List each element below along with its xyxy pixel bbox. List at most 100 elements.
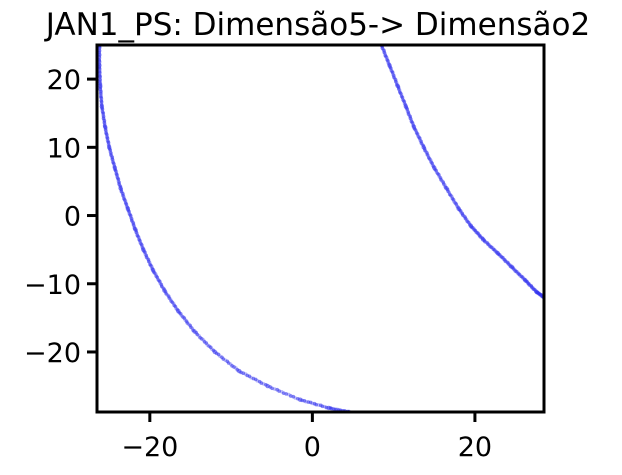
scatter-point <box>97 59 102 63</box>
scatter-point <box>334 407 338 412</box>
scatter-point <box>115 173 119 177</box>
scatter-point <box>170 300 175 305</box>
scatter-point <box>167 296 172 300</box>
scatter-point <box>441 182 446 186</box>
scatter-point <box>98 70 102 75</box>
scatter-point <box>204 341 209 345</box>
scatter-point <box>131 223 136 227</box>
scatter-point <box>314 402 318 407</box>
y-tick-label: 0 <box>64 202 81 233</box>
chart-title: JAN1_PS: Dimensão5-> Dimensão2 <box>44 7 590 43</box>
scatter-point <box>152 271 157 275</box>
scatter-point <box>463 216 468 221</box>
scatter-point <box>232 365 236 369</box>
scatter-point <box>122 198 127 202</box>
scatter-point <box>394 79 398 84</box>
scatter-point <box>100 107 105 111</box>
scatter-point <box>108 148 113 152</box>
scatter-point <box>199 337 204 341</box>
scatter-point <box>113 168 118 173</box>
scatter-point <box>413 127 418 132</box>
scatter-point <box>173 304 178 309</box>
scatter-point <box>158 279 162 284</box>
scatter-point <box>382 50 387 55</box>
x-tick-label: 20 <box>458 432 492 463</box>
y-tick-label: 20 <box>47 65 81 96</box>
scatter-point <box>400 95 405 100</box>
scatter-point <box>208 345 213 350</box>
scatter-point <box>308 400 313 405</box>
scatter-point <box>97 45 102 50</box>
scatter-point <box>102 120 107 125</box>
scatter-point <box>101 111 106 116</box>
scatter-point <box>121 193 125 198</box>
scatter-point <box>415 132 420 136</box>
scatter-point <box>189 325 193 330</box>
scatter-point <box>390 70 395 75</box>
scatter-point <box>253 377 258 382</box>
scatter-point <box>103 128 108 132</box>
scatter-point <box>425 152 430 157</box>
scatter-point <box>105 136 110 141</box>
scatter-point <box>454 202 459 206</box>
scatter-point <box>106 140 111 145</box>
scatter-point <box>439 177 443 182</box>
scatter-point <box>182 316 187 320</box>
scatter-point <box>419 141 424 145</box>
scatter-point <box>302 398 307 403</box>
scatter-point <box>405 107 410 111</box>
x-axis: −20 0 20 <box>121 412 492 463</box>
scatter-point <box>98 75 102 79</box>
scatter-point <box>284 392 289 396</box>
scatter-point <box>259 381 264 385</box>
scatter-point <box>329 406 334 411</box>
y-axis: 20 10 0 −10 −20 <box>24 65 97 369</box>
scatter-point <box>408 116 413 121</box>
scatter-point <box>155 275 160 280</box>
scatter-point <box>466 220 471 224</box>
scatter-point <box>423 148 427 153</box>
scatter-point <box>136 234 140 239</box>
scatter-point <box>427 157 432 161</box>
x-tick-label: −20 <box>121 432 178 463</box>
scatter-point <box>127 209 131 214</box>
scatter-point <box>111 161 116 166</box>
plot-area <box>97 45 544 412</box>
scatter-point <box>396 87 401 91</box>
scatter-point <box>164 291 168 296</box>
y-tick-label: 10 <box>47 133 81 164</box>
scatter-point <box>446 189 450 194</box>
scatter-point <box>458 209 463 213</box>
scatter-point <box>185 321 190 325</box>
scatter-point <box>216 352 221 357</box>
scatter-point <box>146 259 151 264</box>
y-tick-label: −20 <box>24 338 81 369</box>
scatter-point <box>417 136 422 141</box>
scatter-point <box>270 386 274 391</box>
scatter-point <box>277 389 281 393</box>
scatter-point <box>104 132 109 136</box>
scatter-point <box>449 193 453 198</box>
scatter-point <box>159 284 164 289</box>
scatter-point <box>434 168 438 173</box>
scatter-point <box>144 255 149 259</box>
scatter-point <box>226 361 231 365</box>
scatter-point <box>291 394 296 399</box>
scatter-point <box>116 177 121 182</box>
scatter-point <box>110 157 115 161</box>
scatter-point <box>149 263 153 268</box>
scatter-point <box>124 202 129 207</box>
scatter-point <box>389 66 393 71</box>
scatter-point <box>97 66 102 71</box>
scatter-point <box>99 95 103 100</box>
scatter-point <box>320 404 325 409</box>
scatter-point <box>140 243 144 247</box>
scatter-point <box>247 374 252 379</box>
plot-frame <box>95 43 546 414</box>
y-tick-label: −10 <box>24 270 81 301</box>
x-tick-label: 0 <box>304 432 321 463</box>
scatter-point <box>98 91 103 96</box>
scatter-point <box>138 238 142 243</box>
scatter-point <box>195 332 200 337</box>
scatter-point <box>402 99 407 104</box>
